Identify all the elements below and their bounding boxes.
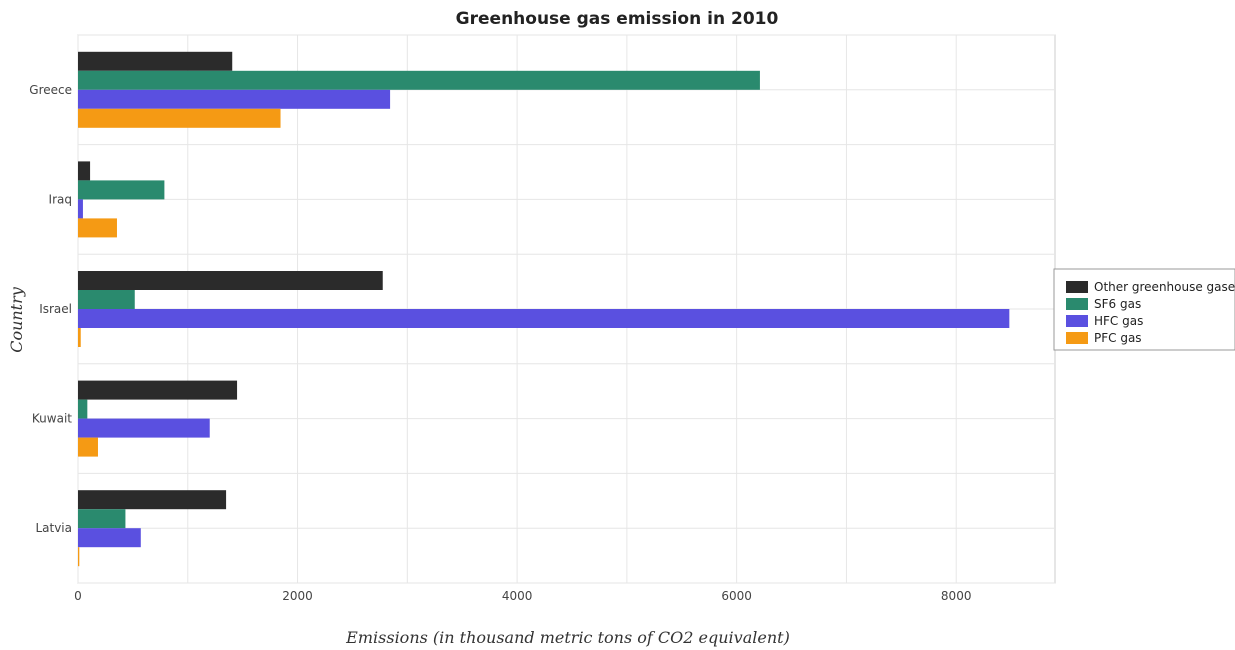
bar (78, 490, 227, 510)
bar (78, 290, 135, 309)
x-tick-label: 4000 (502, 589, 533, 603)
y-tick-label: Latvia (35, 521, 72, 535)
y-axis-ticks: Greece Iraq Israel Kuwait Latvia (29, 83, 72, 535)
x-tick-label: 0 (74, 589, 82, 603)
bar (78, 418, 210, 438)
x-tick-label: 8000 (941, 589, 972, 603)
legend-label: Other greenhouse gases (1094, 280, 1235, 294)
x-tick-label: 2000 (282, 589, 313, 603)
bar (78, 218, 117, 238)
y-tick-label: Iraq (49, 192, 72, 206)
bar (78, 199, 83, 219)
bar (78, 380, 238, 400)
bars (78, 51, 1010, 567)
bar (78, 108, 281, 128)
legend-swatch (1066, 315, 1088, 327)
legend-label: HFC gas (1094, 314, 1143, 328)
legend-swatch (1066, 298, 1088, 310)
bar (78, 328, 81, 347)
legend-label: SF6 gas (1094, 297, 1141, 311)
y-axis-label: Country (7, 286, 26, 353)
x-tick-label: 6000 (721, 589, 752, 603)
bar (78, 70, 760, 90)
legend-label: PFC gas (1094, 331, 1142, 345)
bar (78, 399, 88, 419)
legend: Other greenhouse gases SF6 gas HFC gas PFC … (1053, 268, 1235, 351)
bar (78, 437, 98, 457)
y-tick-label: Greece (29, 83, 72, 97)
bar (78, 309, 1010, 328)
bar (78, 180, 165, 200)
y-tick-label: Israel (39, 302, 72, 316)
bar (78, 89, 391, 109)
bar (78, 271, 383, 290)
x-axis-label: Emissions (in thousand metric tons of CO… (345, 628, 790, 647)
bar (78, 161, 91, 181)
bar (78, 509, 126, 529)
bar (78, 547, 80, 567)
bar (78, 528, 141, 548)
legend-swatch (1066, 281, 1088, 293)
x-axis-ticks: 0 2000 4000 6000 8000 (74, 589, 971, 603)
chart-title: Greenhouse gas emission in 2010 (456, 9, 779, 29)
legend-swatch (1066, 332, 1088, 344)
y-tick-label: Kuwait (32, 412, 72, 426)
bar (78, 51, 233, 71)
